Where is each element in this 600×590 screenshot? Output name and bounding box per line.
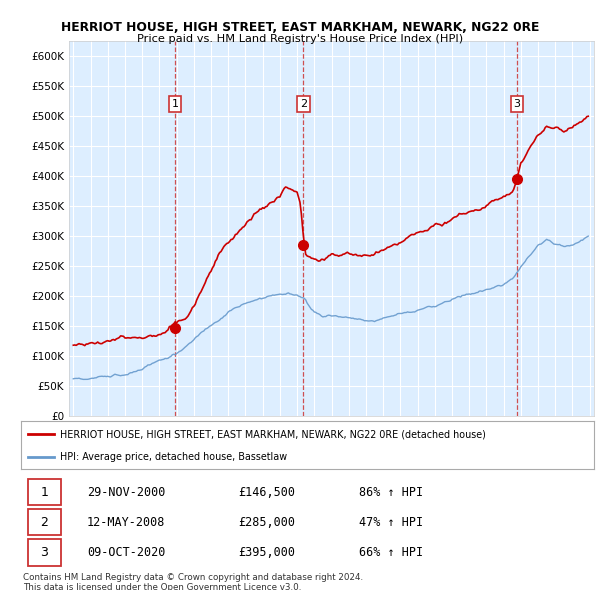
Text: £285,000: £285,000 bbox=[239, 516, 296, 529]
FancyBboxPatch shape bbox=[28, 509, 61, 536]
Text: 2: 2 bbox=[41, 516, 49, 529]
Text: 3: 3 bbox=[41, 546, 49, 559]
Text: 09-OCT-2020: 09-OCT-2020 bbox=[87, 546, 165, 559]
Text: 2: 2 bbox=[300, 99, 307, 109]
Text: 29-NOV-2000: 29-NOV-2000 bbox=[87, 486, 165, 499]
Text: 3: 3 bbox=[514, 99, 521, 109]
Text: 47% ↑ HPI: 47% ↑ HPI bbox=[359, 516, 423, 529]
Text: £395,000: £395,000 bbox=[239, 546, 296, 559]
Text: Contains HM Land Registry data © Crown copyright and database right 2024.: Contains HM Land Registry data © Crown c… bbox=[23, 573, 363, 582]
Text: HPI: Average price, detached house, Bassetlaw: HPI: Average price, detached house, Bass… bbox=[60, 452, 287, 462]
Text: HERRIOT HOUSE, HIGH STREET, EAST MARKHAM, NEWARK, NG22 0RE (detached house): HERRIOT HOUSE, HIGH STREET, EAST MARKHAM… bbox=[60, 429, 486, 439]
Text: 66% ↑ HPI: 66% ↑ HPI bbox=[359, 546, 423, 559]
FancyBboxPatch shape bbox=[28, 479, 61, 505]
Text: HERRIOT HOUSE, HIGH STREET, EAST MARKHAM, NEWARK, NG22 0RE: HERRIOT HOUSE, HIGH STREET, EAST MARKHAM… bbox=[61, 21, 539, 34]
Text: Price paid vs. HM Land Registry's House Price Index (HPI): Price paid vs. HM Land Registry's House … bbox=[137, 34, 463, 44]
FancyBboxPatch shape bbox=[28, 539, 61, 566]
Text: 1: 1 bbox=[41, 486, 49, 499]
Text: 1: 1 bbox=[172, 99, 179, 109]
Text: 86% ↑ HPI: 86% ↑ HPI bbox=[359, 486, 423, 499]
Text: £146,500: £146,500 bbox=[239, 486, 296, 499]
Text: 12-MAY-2008: 12-MAY-2008 bbox=[87, 516, 165, 529]
Text: This data is licensed under the Open Government Licence v3.0.: This data is licensed under the Open Gov… bbox=[23, 583, 301, 590]
